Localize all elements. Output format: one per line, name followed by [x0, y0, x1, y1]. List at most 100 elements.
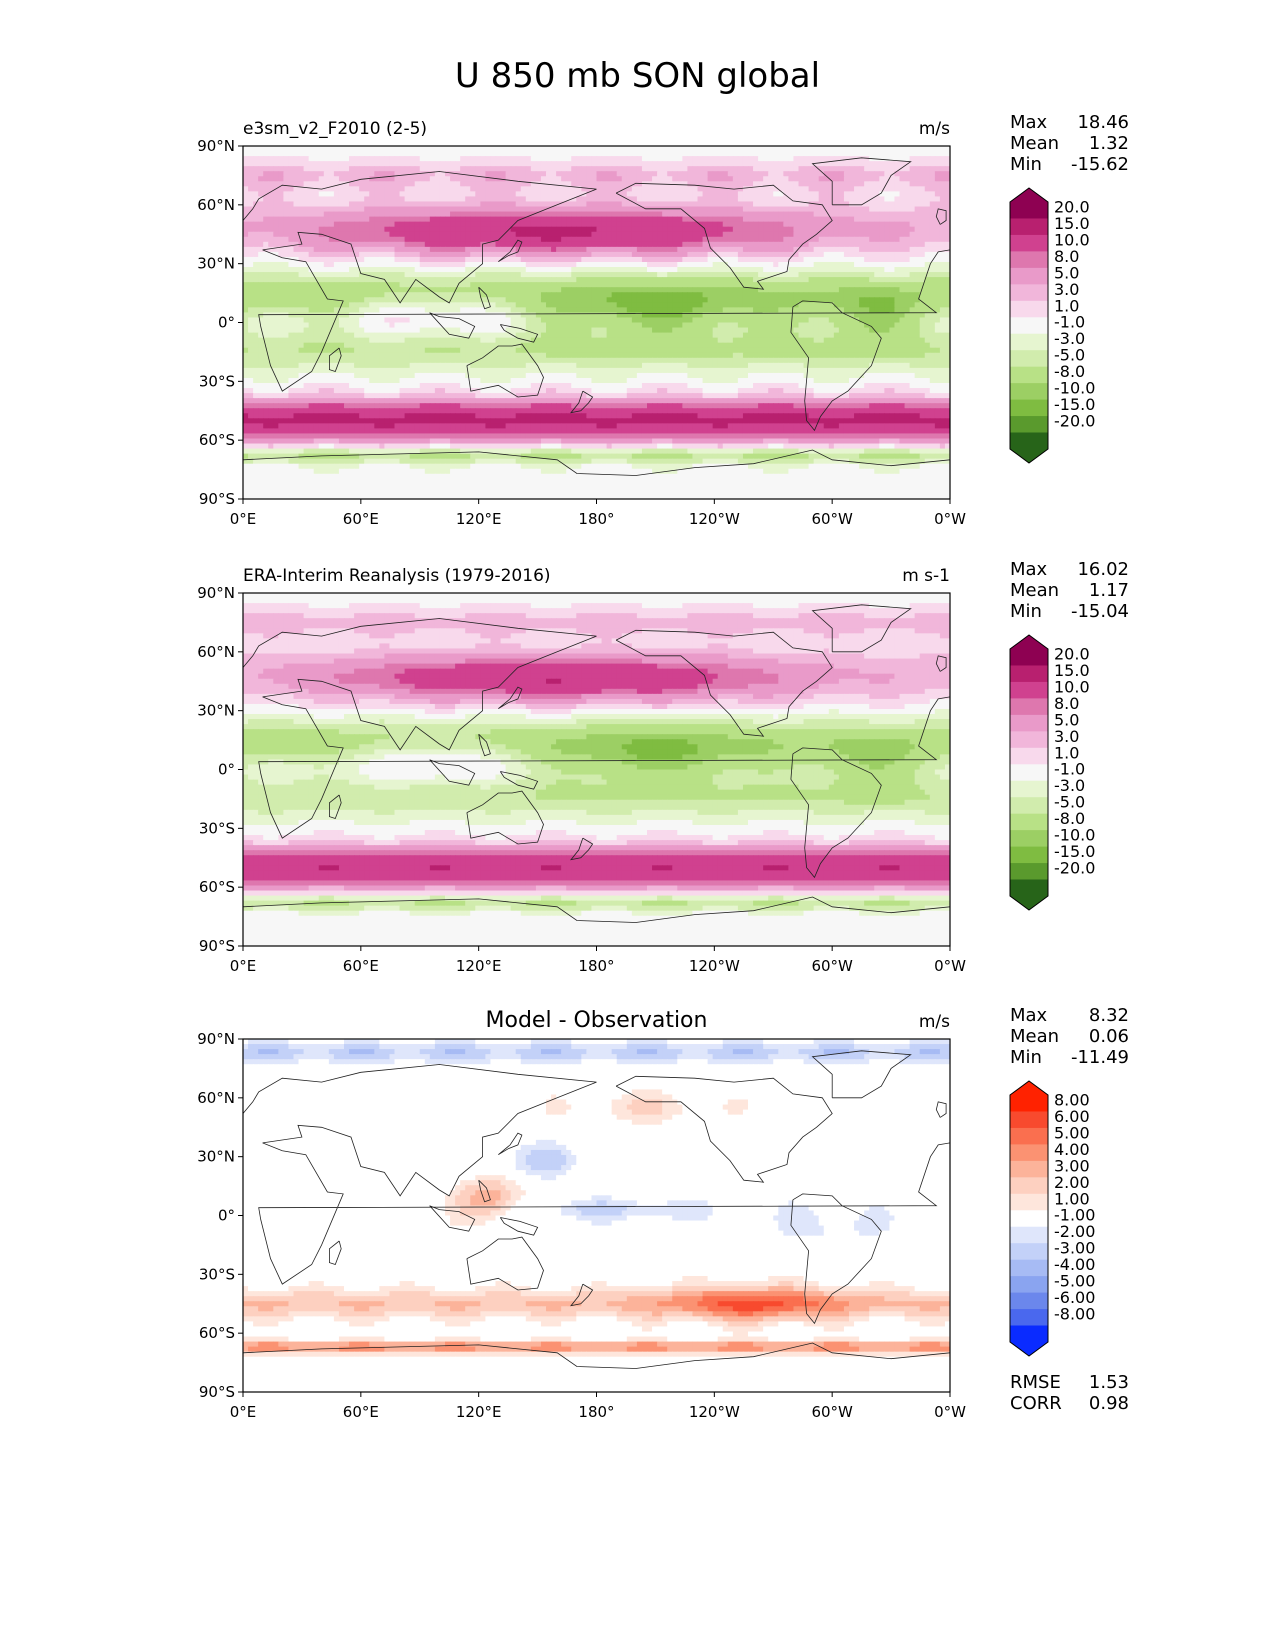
field-cell — [424, 166, 431, 172]
field-cell — [248, 216, 254, 223]
field-cell — [323, 151, 330, 157]
field-cell — [667, 161, 673, 167]
field-cell — [414, 201, 421, 208]
field-cell — [899, 151, 906, 157]
field-cell — [333, 166, 340, 172]
field-cell — [303, 307, 310, 314]
field-cell — [677, 206, 683, 213]
field-cell — [399, 171, 406, 177]
field-cell — [742, 156, 749, 162]
field-cell — [535, 221, 542, 228]
field-cell — [884, 191, 890, 198]
field-cell — [748, 261, 754, 268]
field-cell — [404, 307, 411, 314]
field-cell — [727, 297, 734, 303]
field-cell — [924, 221, 931, 228]
field-cell — [551, 211, 557, 218]
field-cell — [439, 317, 446, 324]
field-cell — [737, 292, 744, 298]
field-cell — [722, 226, 729, 233]
field-cell — [495, 191, 502, 198]
field-cell — [540, 216, 547, 223]
field-cell — [687, 261, 694, 268]
field-cell — [298, 307, 305, 314]
field-cell — [934, 166, 941, 172]
field-cell — [510, 166, 517, 172]
field-cell — [318, 261, 325, 268]
field-cell — [662, 236, 668, 243]
field-cell — [445, 282, 451, 288]
field-cell — [344, 156, 350, 162]
field-cell — [308, 186, 315, 192]
field-cell — [692, 196, 699, 203]
field-cell — [278, 312, 284, 319]
field-cell — [788, 267, 795, 273]
field-cell — [647, 241, 653, 248]
field-cell — [586, 186, 593, 192]
field-cell — [783, 297, 789, 303]
field-cell — [899, 277, 906, 283]
field-cell — [520, 236, 527, 243]
field-cell — [939, 307, 946, 314]
field-cell — [753, 246, 759, 253]
field-cell — [298, 151, 305, 157]
field-cell — [798, 166, 805, 172]
field-cell — [828, 312, 835, 319]
field-cell — [243, 171, 249, 177]
field-cell — [621, 231, 628, 238]
field-cell — [389, 292, 396, 298]
field-cell — [742, 297, 749, 303]
field-cell — [813, 317, 820, 324]
field-cell — [712, 267, 719, 273]
field-cell — [515, 302, 522, 308]
field-cell — [601, 226, 608, 233]
field-cell — [475, 196, 481, 203]
field-cell — [722, 302, 729, 308]
field-cell — [389, 312, 396, 319]
field-cell — [450, 211, 456, 218]
field-cell — [551, 272, 557, 278]
field-cell — [576, 317, 582, 324]
field-cell — [939, 297, 946, 303]
field-cell — [904, 231, 911, 238]
field-cell — [823, 146, 830, 152]
field-cell — [303, 312, 310, 319]
field-cell — [364, 191, 370, 198]
field-cell — [586, 231, 593, 238]
field-cell — [768, 256, 774, 263]
field-cell — [934, 236, 941, 243]
field-cell — [884, 201, 890, 208]
field-cell — [323, 181, 330, 187]
field-cell — [551, 302, 557, 308]
field-cell — [253, 226, 259, 233]
field-cell — [778, 292, 784, 298]
field-cell — [576, 272, 582, 278]
field-cell — [475, 161, 481, 167]
field-cell — [823, 317, 830, 324]
field-cell — [455, 297, 461, 303]
field-cell — [515, 151, 522, 157]
field-cell — [480, 307, 486, 314]
field-cell — [379, 151, 385, 157]
field-cell — [838, 216, 845, 223]
field-cell — [359, 312, 365, 319]
field-cell — [899, 231, 906, 238]
field-cell — [712, 282, 719, 288]
field-cell — [510, 216, 517, 223]
field-cell — [278, 241, 284, 248]
field-cell — [843, 161, 850, 167]
field-cell — [546, 307, 552, 314]
field-cell — [576, 292, 582, 298]
field-cell — [707, 171, 714, 177]
field-cell — [732, 236, 739, 243]
field-cell — [909, 302, 916, 308]
field-cell — [763, 196, 769, 203]
field-cell — [631, 211, 638, 218]
field-cell — [490, 216, 497, 223]
field-cell — [737, 282, 744, 288]
field-cell — [384, 287, 391, 293]
field-cell — [631, 221, 638, 228]
field-cell — [813, 297, 820, 303]
field-cell — [879, 297, 885, 303]
field-cell — [510, 201, 517, 208]
